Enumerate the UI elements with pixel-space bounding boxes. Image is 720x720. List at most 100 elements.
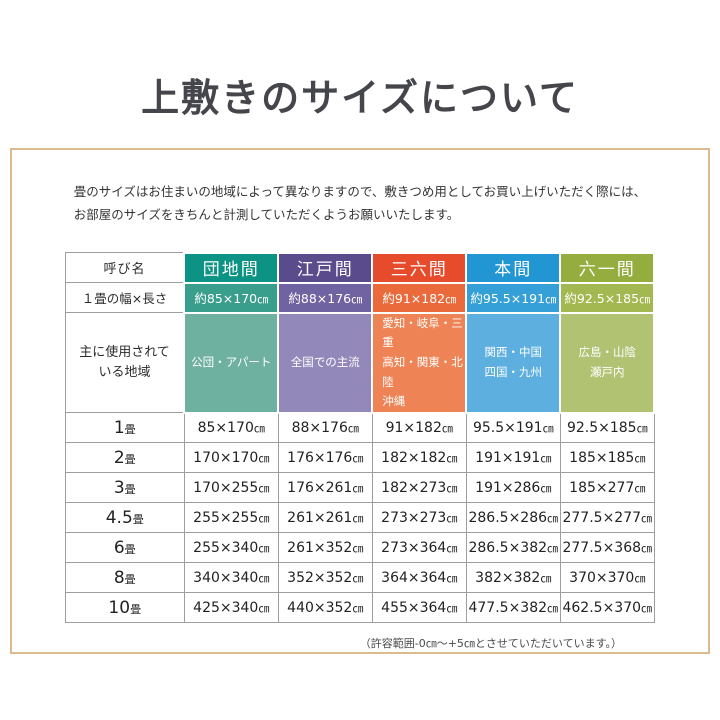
size-cell-4: 約92.5×185㎝: [559, 281, 656, 314]
unit-tatami: 畳: [132, 512, 144, 526]
unit-tatami: 畳: [124, 482, 136, 496]
unit-cm: ㎝: [547, 541, 559, 555]
size-value-cell: 255×340㎝: [183, 532, 279, 564]
region-cell-2: 愛知・岐阜・三重 高知・関東・北陸 沖縄: [371, 311, 468, 414]
size-value-cell: 340×340㎝: [183, 562, 279, 594]
size-value-cell: 425×340㎝: [183, 592, 279, 624]
dimension-value: 277.5×277: [562, 509, 642, 526]
size-value-cell: 185×277㎝: [559, 472, 655, 504]
dimension-value: 440×352: [287, 599, 353, 616]
table-row: 4.5畳 255×255㎝ 261×261㎝ 273×273㎝ 286.5×286㎝ 27…: [64, 502, 655, 534]
dimension-value: 477.5×382: [468, 599, 548, 616]
size-value-cell: 277.5×277㎝: [559, 502, 655, 534]
dimension-value: 185×277: [569, 479, 635, 496]
dimension-value: 191×191: [475, 449, 541, 466]
dimension-value: 364×364: [381, 569, 447, 586]
table-row: 3畳 170×255㎝ 176×261㎝ 182×273㎝ 191×286㎝ 185×27…: [64, 472, 655, 504]
row-label-cell: 4.5畳: [64, 502, 185, 534]
unit-cm: ㎝: [547, 511, 559, 525]
row-label-cell: 2畳: [64, 442, 185, 474]
size-value-cell: 273×364㎝: [371, 532, 467, 564]
dimension-value: 255×255: [193, 509, 259, 526]
unit-tatami: 畳: [124, 452, 136, 466]
unit-cm: ㎝: [641, 511, 653, 525]
size-value-cell: 185×185㎝: [559, 442, 655, 474]
size-value-cell: 440×352㎝: [277, 592, 373, 624]
unit-cm: ㎝: [540, 451, 552, 465]
unit-cm: ㎝: [352, 481, 364, 495]
unit-cm: ㎝: [352, 541, 364, 555]
page-title: 上敷きのサイズについて: [141, 75, 579, 120]
unit-cm: ㎝: [636, 421, 648, 435]
dimension-value: 340×340: [193, 569, 259, 586]
dimension-value: 85×170: [197, 419, 254, 436]
size-value-cell: 191×191㎝: [465, 442, 561, 474]
size-value-cell: 273×273㎝: [371, 502, 467, 534]
dimension-value: 425×340: [193, 599, 259, 616]
row-label-cell: 1畳: [64, 412, 185, 444]
description-line-2: お部屋のサイズをきちんと計測していただくようお願いいたします。: [73, 206, 460, 222]
dimension-value: 92.5×185: [566, 419, 637, 436]
unit-cm: ㎝: [352, 601, 364, 615]
size-value-cell: 182×273㎝: [371, 472, 467, 504]
column-header-1: 江戸間: [277, 251, 374, 284]
table-header-row: 呼び名 団地間 江戸間 三六間 本間 六一間: [64, 251, 656, 284]
description-line-1: 畳のサイズはお住まいの地域によって異なりますので、敷きつめ用としてお買い上げいた…: [73, 183, 647, 199]
unit-cm: ㎝: [446, 481, 458, 495]
dimension-value: 273×364: [381, 539, 447, 556]
unit-cm: ㎝: [258, 541, 270, 555]
unit-cm: ㎝: [258, 571, 270, 585]
unit-cm: ㎝: [441, 421, 453, 435]
tatami-count: 8: [113, 567, 125, 588]
dimension-value: 182×182: [381, 449, 447, 466]
description: 畳のサイズはお住まいの地域によって異なりますので、敷きつめ用としてお買い上げいた…: [74, 180, 646, 226]
dimension-value: 455×364: [381, 599, 447, 616]
unit-cm: ㎝: [445, 293, 457, 307]
dimension-value: 370×370: [569, 569, 635, 586]
size-cell-0: 約85×170㎝: [183, 281, 280, 314]
dimension-value: 277.5×368: [562, 539, 642, 556]
tatami-count: 4.5: [105, 507, 133, 528]
size-value-cell: 286.5×382㎝: [465, 532, 561, 564]
size-value-cell: 261×352㎝: [277, 532, 373, 564]
table-body: 呼び名 団地間 江戸間 三六間 本間 六一間 １畳の幅×長さ 約85×170㎝ 約88×176㎝…: [64, 251, 656, 624]
table-row: 1畳 85×170㎝ 88×176㎝ 91×182㎝ 95.5×191㎝ 92.5×185…: [64, 412, 655, 444]
unit-cm: ㎝: [253, 421, 265, 435]
size-value-cell: 88×176㎝: [277, 412, 373, 444]
unit-cm: ㎝: [446, 541, 458, 555]
size-value-cell: 261×261㎝: [277, 502, 373, 534]
tatami-size-table: 呼び名 団地間 江戸間 三六間 本間 六一間 １畳の幅×長さ 約85×170㎝ 約88×176㎝…: [64, 251, 656, 624]
size-value-cell: 176×176㎝: [277, 442, 373, 474]
unit-cm: ㎝: [634, 571, 646, 585]
tatami-count: 1: [113, 417, 125, 438]
column-header-2: 三六間: [371, 251, 468, 284]
unit-cm: ㎝: [352, 451, 364, 465]
row-label-cell: 3畳: [64, 472, 185, 504]
size-value-cell: 462.5×370㎝: [559, 592, 655, 624]
unit-cm: ㎝: [540, 571, 552, 585]
region-cell-4: 広島・山陰 瀬戸内: [559, 311, 656, 414]
unit-tatami: 畳: [130, 602, 142, 616]
dimension-value: 91×182: [385, 419, 442, 436]
unit-cm: ㎝: [446, 451, 458, 465]
table-row: 8畳 340×340㎝ 352×352㎝ 364×364㎝ 382×382㎝ 370×37…: [64, 562, 655, 594]
size-value: 約85×170: [194, 291, 258, 307]
unit-cm: ㎝: [639, 293, 651, 307]
size-value-cell: 170×255㎝: [183, 472, 279, 504]
unit-cm: ㎝: [258, 511, 270, 525]
size-cell-3: 約95.5×191㎝: [465, 281, 562, 314]
size-value-cell: 95.5×191㎝: [465, 412, 561, 444]
unit-cm: ㎝: [641, 601, 653, 615]
size-value-cell: 277.5×368㎝: [559, 532, 655, 564]
dimension-value: 261×261: [287, 509, 353, 526]
size-value-cell: 286.5×286㎝: [465, 502, 561, 534]
dimension-value: 273×273: [381, 509, 447, 526]
table-row: 2畳 170×170㎝ 176×176㎝ 182×182㎝ 191×191㎝ 185×18…: [64, 442, 655, 474]
size-value: 約95.5×191: [470, 291, 546, 307]
dimension-value: 88×176: [291, 419, 348, 436]
size-row-label-cell: １畳の幅×長さ: [64, 282, 185, 314]
dimension-value: 191×286: [475, 479, 541, 496]
tatami-count: 6: [113, 537, 125, 558]
dimension-value: 185×185: [569, 449, 635, 466]
